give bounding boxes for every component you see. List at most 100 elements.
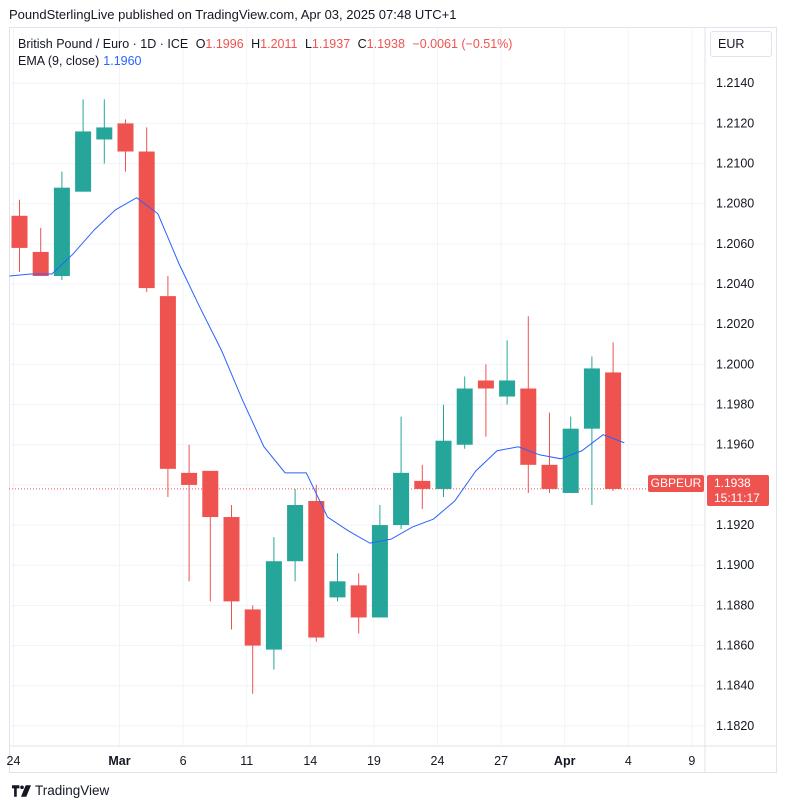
candle[interactable] <box>541 412 558 493</box>
candle[interactable] <box>202 470 219 602</box>
price-tick-label: 1.1880 <box>716 598 754 612</box>
publisher-caption: PoundSterlingLive published on TradingVi… <box>9 7 457 22</box>
candle-body <box>159 296 176 469</box>
candle[interactable] <box>329 553 346 602</box>
candle[interactable] <box>477 364 494 437</box>
price-axis: 1.2140 1.2120 1.2100 1.2080 1.2060 1.2040 1.20… <box>716 76 754 733</box>
candle-body <box>32 251 49 277</box>
candle-body <box>605 372 622 489</box>
bar-countdown: 15:11:17 <box>714 491 760 505</box>
candle[interactable] <box>456 376 473 449</box>
candle[interactable] <box>393 416 410 530</box>
candle[interactable] <box>308 484 325 642</box>
candle[interactable] <box>287 488 304 582</box>
candle-body <box>477 380 494 389</box>
candle-body <box>414 480 431 489</box>
candle-body <box>499 380 516 397</box>
grid <box>9 27 705 746</box>
ema-line <box>9 197 625 544</box>
low-value: 1.1937 <box>311 37 351 51</box>
time-tick-label: 19 <box>367 754 381 768</box>
candle-body <box>11 215 28 248</box>
candle-body <box>117 123 134 152</box>
candle-body <box>244 609 261 646</box>
candle[interactable] <box>583 356 600 505</box>
time-tick-label: 24 <box>7 754 21 768</box>
price-tick-label: 1.1960 <box>716 438 754 452</box>
time-tick-label: Mar <box>108 754 130 768</box>
candle[interactable] <box>520 316 537 493</box>
candle[interactable] <box>32 227 49 277</box>
candle[interactable] <box>350 573 367 634</box>
candle-body <box>393 472 410 526</box>
candle[interactable] <box>265 537 282 670</box>
candle-body <box>265 561 282 650</box>
price-tick-label: 1.2060 <box>716 237 754 251</box>
time-tick-label: 11 <box>240 754 253 768</box>
ema-row: EMA (9, close) 1.1960 <box>18 53 512 70</box>
candle[interactable] <box>371 504 388 618</box>
candle[interactable] <box>53 171 70 281</box>
symbol-title[interactable]: British Pound / Euro · 1D · ICE <box>18 37 189 51</box>
ohlc-row: British Pound / Euro · 1D · ICE O1.1996 … <box>18 36 512 53</box>
candles <box>11 99 622 694</box>
candle[interactable] <box>75 99 92 192</box>
price-tick-label: 1.1840 <box>716 679 754 693</box>
candle[interactable] <box>138 127 155 293</box>
ema-label[interactable]: EMA (9, close) <box>18 54 100 68</box>
candle[interactable] <box>244 605 261 694</box>
candle-body <box>202 470 219 518</box>
price-tick-label: 1.2080 <box>716 197 754 211</box>
time-tick-label: Apr <box>554 754 576 768</box>
candle-body <box>287 504 304 562</box>
time-tick-label: 14 <box>303 754 317 768</box>
high-label: H <box>251 37 261 51</box>
candle-body <box>456 388 473 445</box>
price-tick-label: 1.1980 <box>716 398 754 412</box>
candle-body <box>53 187 70 277</box>
candle-body <box>371 525 388 618</box>
close-label: C <box>357 37 367 51</box>
candle[interactable] <box>435 404 452 497</box>
open-label: O <box>195 37 206 51</box>
candle-body <box>138 151 155 289</box>
time-axis: 24 Mar 6 11 14 19 24 27 Apr 4 9 <box>7 754 696 768</box>
last-price-value: 1.1938 <box>714 476 751 490</box>
last-price-label: 1.1938 15:11:17 <box>707 475 769 506</box>
price-tick-label: 1.2120 <box>716 116 754 130</box>
candle-body <box>350 585 367 618</box>
symbol-price-tag: GBPEUR <box>648 475 704 492</box>
candle[interactable] <box>117 119 134 172</box>
tradingview-logo-icon <box>12 784 31 797</box>
footer: TradingView <box>12 783 109 798</box>
price-tick-label: 1.2020 <box>716 317 754 331</box>
candle-body <box>308 500 325 638</box>
candle[interactable] <box>11 199 28 273</box>
candle-body <box>562 428 579 493</box>
high-value: 1.2011 <box>260 37 298 51</box>
ema-value: 1.1960 <box>103 54 142 68</box>
price-tick-label: 1.1900 <box>716 558 754 572</box>
candle-body <box>541 464 558 489</box>
close-value: 1.1938 <box>366 37 405 51</box>
price-tick-label: 1.2000 <box>716 357 754 371</box>
candle[interactable] <box>181 444 198 582</box>
change-value: −0.0061 (−0.51%) <box>412 37 513 51</box>
candle[interactable] <box>96 99 113 164</box>
candle-body <box>520 388 537 465</box>
candle[interactable] <box>223 504 240 630</box>
open-value: 1.1996 <box>205 37 244 51</box>
footer-brand: TradingView <box>35 783 110 798</box>
time-tick-label: 6 <box>180 754 187 768</box>
candle[interactable] <box>605 342 622 491</box>
candle-body <box>583 368 600 429</box>
candle[interactable] <box>414 464 431 510</box>
candle[interactable] <box>499 340 516 405</box>
time-tick-label: 9 <box>688 754 695 768</box>
candle[interactable] <box>159 276 176 497</box>
chart-frame <box>9 27 777 773</box>
currency-button[interactable]: EUR <box>710 31 772 57</box>
time-tick-label: 27 <box>494 754 508 768</box>
candle-body <box>75 131 92 192</box>
